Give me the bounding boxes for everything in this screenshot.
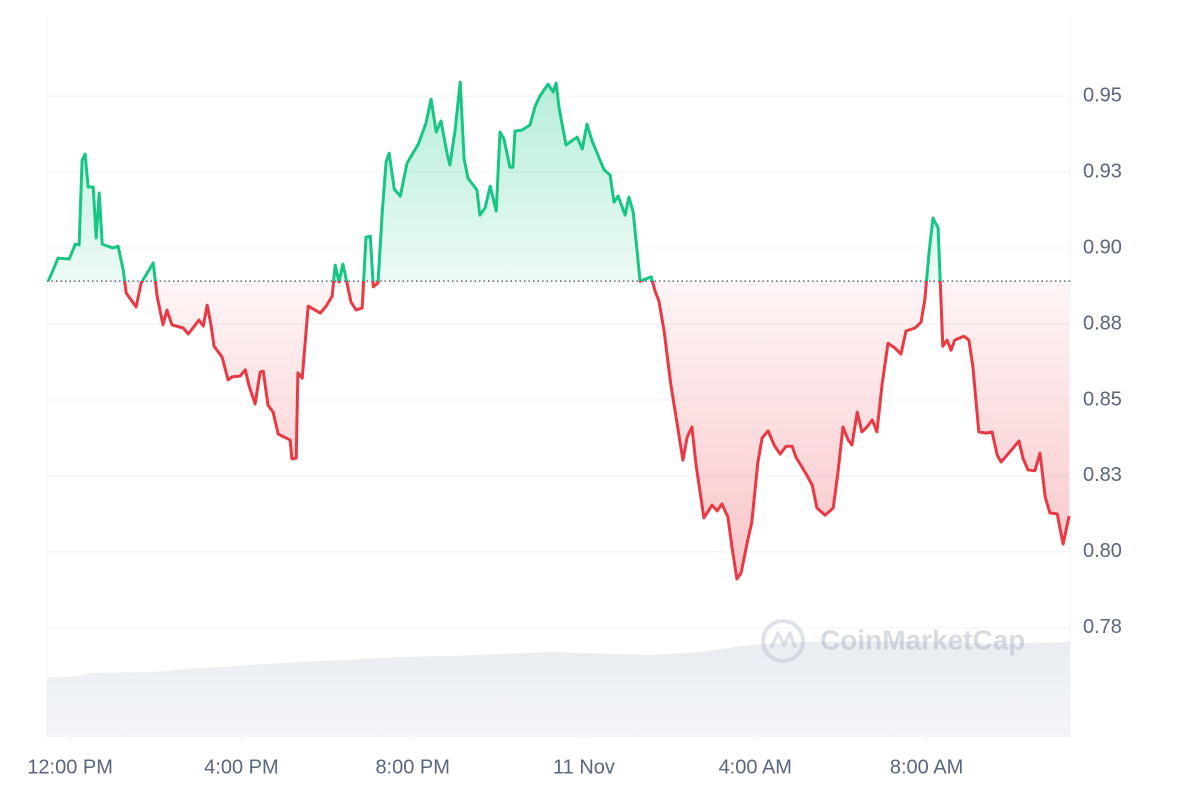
y-tick-label: 0.93: [1083, 160, 1122, 182]
y-tick-label: 0.88: [1083, 312, 1122, 334]
watermark: CoinMarketCap: [820, 624, 1025, 655]
x-tick-label: 4:00 AM: [719, 756, 792, 778]
x-tick-label: 12:00 PM: [27, 756, 113, 778]
y-tick-label: 0.83: [1083, 464, 1122, 486]
y-tick-label: 0.85: [1083, 388, 1122, 410]
x-tick-label: 8:00 PM: [375, 756, 449, 778]
volume-area: [47, 641, 1070, 737]
price-area: [48, 82, 1070, 579]
x-tick-label: 11 Nov: [553, 756, 615, 778]
y-tick-label: 0.78: [1083, 616, 1122, 638]
watermark-logo: [761, 619, 805, 663]
y-tick-label: 0.90: [1083, 236, 1122, 258]
y-tick-label: 0.95: [1083, 84, 1122, 106]
x-tick-label: 8:00 AM: [890, 756, 963, 778]
x-tick-label: 4:00 PM: [204, 756, 278, 778]
price-line: [46, 80, 1071, 581]
y-tick-label: 0.80: [1083, 540, 1122, 562]
